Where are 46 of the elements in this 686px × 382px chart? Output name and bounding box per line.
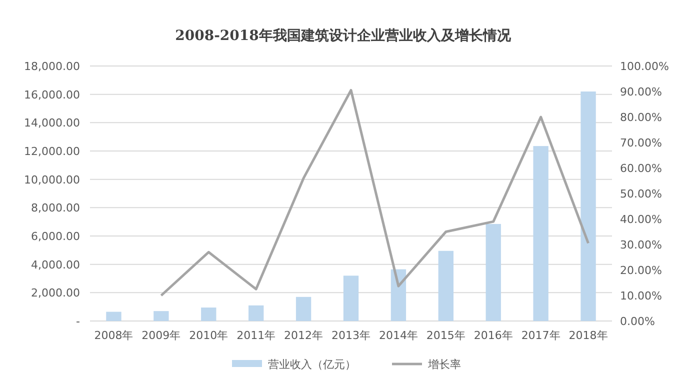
bar — [296, 296, 312, 321]
y2-tick-label: 0.00% — [620, 315, 655, 328]
y-tick-label: 8,000.00 — [31, 202, 80, 215]
x-tick-label: 2013年 — [332, 329, 370, 342]
x-tick-label: 2009年 — [142, 329, 181, 342]
y2-tick-label: 30.00% — [620, 238, 662, 252]
bar — [533, 146, 548, 321]
bar — [248, 305, 264, 321]
bar — [438, 250, 454, 321]
bar — [106, 312, 122, 321]
x-tick-label: 2017年 — [521, 329, 560, 342]
y2-tick-label: 100.00% — [620, 60, 669, 73]
legend-label: 营业收入（亿元） — [268, 358, 356, 371]
x-tick-label: 2008年 — [94, 329, 134, 342]
y-tick-label: 16,000.00 — [24, 88, 80, 102]
y-tick-label: 10,000.00 — [24, 173, 80, 186]
bar — [201, 308, 216, 321]
x-tick-label: 2016年 — [474, 329, 513, 342]
chart-title: 2008-2018年我国建筑设计企业营业收入及增长情况 — [175, 28, 512, 44]
x-tick-label: 2010年 — [189, 329, 228, 342]
y2-tick-label: 50.00% — [620, 188, 662, 200]
y2-tick-label: 70.00% — [620, 136, 662, 150]
line-series — [160, 88, 590, 297]
y-tick-label: 6,000.00 — [31, 230, 80, 243]
y-tick-label: 12,000.00 — [24, 145, 80, 158]
y-tick-label: 4,000.00 — [31, 258, 80, 272]
y-tick-label: 18,000.00 — [24, 60, 80, 73]
y2-tick-label: 80.00% — [620, 111, 662, 124]
x-tick-label: 2012年 — [284, 329, 324, 342]
y2-tick-label: 90.00% — [620, 86, 662, 98]
y-tick-label: 14,000.00 — [24, 116, 80, 130]
y2-tick-label: 10.00% — [620, 290, 662, 302]
bar — [154, 311, 169, 321]
bar — [486, 224, 501, 321]
x-tick-label: 2011年 — [236, 329, 276, 342]
y2-tick-label: 20.00% — [620, 264, 662, 277]
y2-tick-label: 60.00% — [620, 162, 662, 175]
y-tick-label: - — [76, 315, 80, 328]
y-tick-label: 2,000.00 — [31, 286, 80, 300]
bar — [343, 276, 359, 321]
x-tick-label: 2018年 — [568, 329, 608, 342]
bar — [580, 92, 596, 321]
x-tick-label: 2014年 — [378, 329, 418, 342]
x-tick-label: 2015年 — [426, 329, 466, 342]
y2-tick-label: 40.00% — [620, 213, 662, 226]
legend-label: 增长率 — [427, 358, 461, 371]
